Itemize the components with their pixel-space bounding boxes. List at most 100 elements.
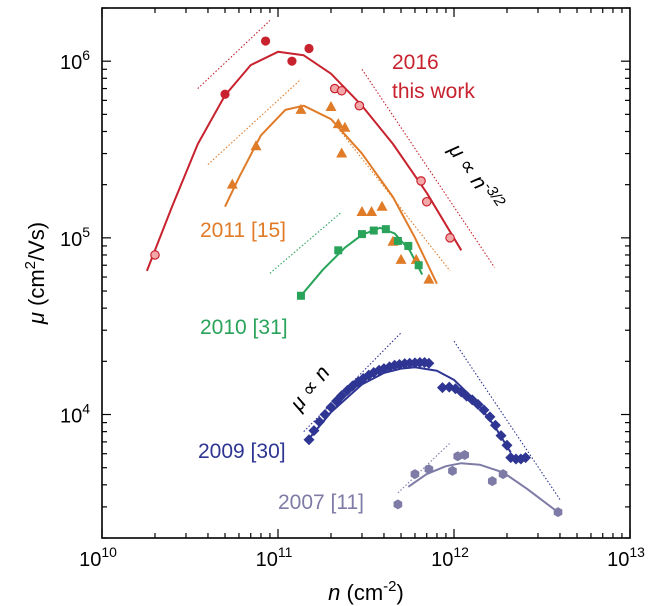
- x-tick-label-exp: 10: [101, 544, 117, 560]
- slope-annotation-n32: μ ∝ n-3/2: [443, 137, 509, 215]
- series-label-2007: 2007 [11]: [278, 491, 364, 514]
- fit-curve-2016: [145, 50, 463, 272]
- guide-line-2016-0: [197, 20, 271, 89]
- point-2009: [472, 398, 484, 410]
- series-label-2016-line1: 2016: [392, 51, 439, 74]
- x-tick-label-0: 1010: [79, 544, 117, 571]
- x-tick-label-base: 10: [607, 549, 629, 571]
- y-tick-label-base: 10: [60, 52, 82, 74]
- point-2010: [357, 230, 366, 239]
- point-2011: [332, 118, 344, 129]
- plot-frame: [101, 7, 631, 539]
- point-2011: [295, 103, 307, 114]
- y-axis-label-exp: 2: [22, 261, 39, 269]
- axis-ticks: [101, 7, 631, 539]
- y-axis-label-unit: (cm: [24, 269, 49, 312]
- y-tick-label-1: 105: [60, 224, 90, 251]
- point-2009: [308, 425, 320, 437]
- point-2016: [287, 56, 297, 66]
- y-tick-label-exp: 6: [82, 47, 90, 63]
- point-2011: [226, 178, 238, 189]
- x-tick-label-base: 10: [79, 549, 101, 571]
- point-2016: [354, 100, 365, 111]
- point-2007: [498, 469, 508, 480]
- point-2011: [395, 253, 407, 264]
- series-label-2016-line2: this work: [392, 80, 475, 103]
- point-2010: [369, 226, 378, 235]
- series-label-2010: 2010 [31]: [200, 316, 288, 339]
- guide-line-2009-0: [303, 332, 402, 433]
- point-2007: [453, 451, 463, 462]
- point-2010: [334, 246, 343, 255]
- point-2007: [424, 464, 434, 475]
- point-2010: [296, 291, 305, 300]
- point-2011: [339, 121, 351, 132]
- point-2010: [404, 241, 413, 250]
- point-2007: [448, 465, 457, 476]
- series-label-2011: 2011 [15]: [200, 219, 286, 242]
- point-2007: [460, 450, 470, 460]
- point-2009: [501, 439, 513, 451]
- point-2016: [336, 85, 347, 96]
- point-2016: [445, 233, 455, 243]
- point-2011: [336, 147, 348, 158]
- y-axis-label-rest: /Vs): [24, 222, 49, 261]
- guide-line-2007-0: [397, 442, 451, 494]
- y-tick-label-exp: 5: [82, 224, 90, 240]
- x-tick-label-exp: 12: [453, 544, 469, 560]
- point-2009: [484, 411, 496, 423]
- point-2011: [366, 206, 378, 217]
- point-2007: [410, 469, 420, 480]
- y-axis-label: μ (cm2/Vs): [22, 222, 49, 325]
- point-2009: [495, 430, 507, 442]
- point-2011: [250, 140, 262, 151]
- x-tick-label-base: 10: [431, 549, 453, 571]
- x-tick-label-2: 1012: [431, 544, 469, 571]
- x-tick-label-3: 1013: [607, 544, 645, 571]
- point-2007: [553, 507, 563, 518]
- y-axis-label-sym: μ: [24, 312, 49, 325]
- data-points: [150, 36, 563, 518]
- point-2007: [393, 499, 403, 510]
- y-tick-label-base: 10: [60, 229, 82, 251]
- x-axis-label-unit: (cm: [340, 580, 383, 605]
- x-tick-label-base: 10: [256, 549, 278, 571]
- point-2009: [319, 409, 331, 421]
- guide-line-2009-1: [453, 340, 561, 500]
- fit-curves: [145, 50, 559, 513]
- point-2016: [260, 36, 271, 46]
- y-tick-label-base: 10: [60, 406, 82, 428]
- point-2009: [436, 382, 448, 394]
- point-2010: [414, 261, 423, 270]
- x-axis-label-close: ): [397, 580, 404, 605]
- point-2009: [313, 416, 325, 428]
- point-2010: [381, 225, 390, 234]
- x-axis-label: n (cm-2): [328, 578, 404, 605]
- guide-line-2016-1: [361, 68, 496, 268]
- point-2016: [304, 43, 314, 54]
- x-tick-label-1: 1011: [256, 544, 293, 571]
- x-tick-label-exp: 13: [629, 544, 645, 560]
- point-2016: [220, 89, 230, 99]
- guide-lines: [197, 20, 561, 500]
- guide-line-2011-1: [330, 118, 451, 272]
- point-2016: [421, 196, 432, 207]
- y-tick-label-2: 106: [60, 47, 90, 74]
- point-2016: [150, 250, 160, 260]
- point-2011: [376, 200, 388, 211]
- point-2009: [325, 401, 337, 413]
- fit-curve-2011: [224, 104, 438, 285]
- x-axis-label-exp: -2: [383, 578, 396, 595]
- y-tick-label-exp: 4: [82, 401, 90, 417]
- point-2016: [416, 176, 426, 186]
- point-2007: [487, 476, 497, 487]
- point-2009: [520, 452, 532, 464]
- point-2009: [478, 404, 490, 416]
- x-axis-label-sym: n: [328, 580, 340, 605]
- point-2009: [303, 434, 315, 446]
- point-2011: [356, 206, 368, 217]
- x-tick-label-exp: 11: [278, 544, 293, 560]
- y-tick-label-0: 104: [60, 401, 90, 428]
- point-2011: [325, 101, 337, 112]
